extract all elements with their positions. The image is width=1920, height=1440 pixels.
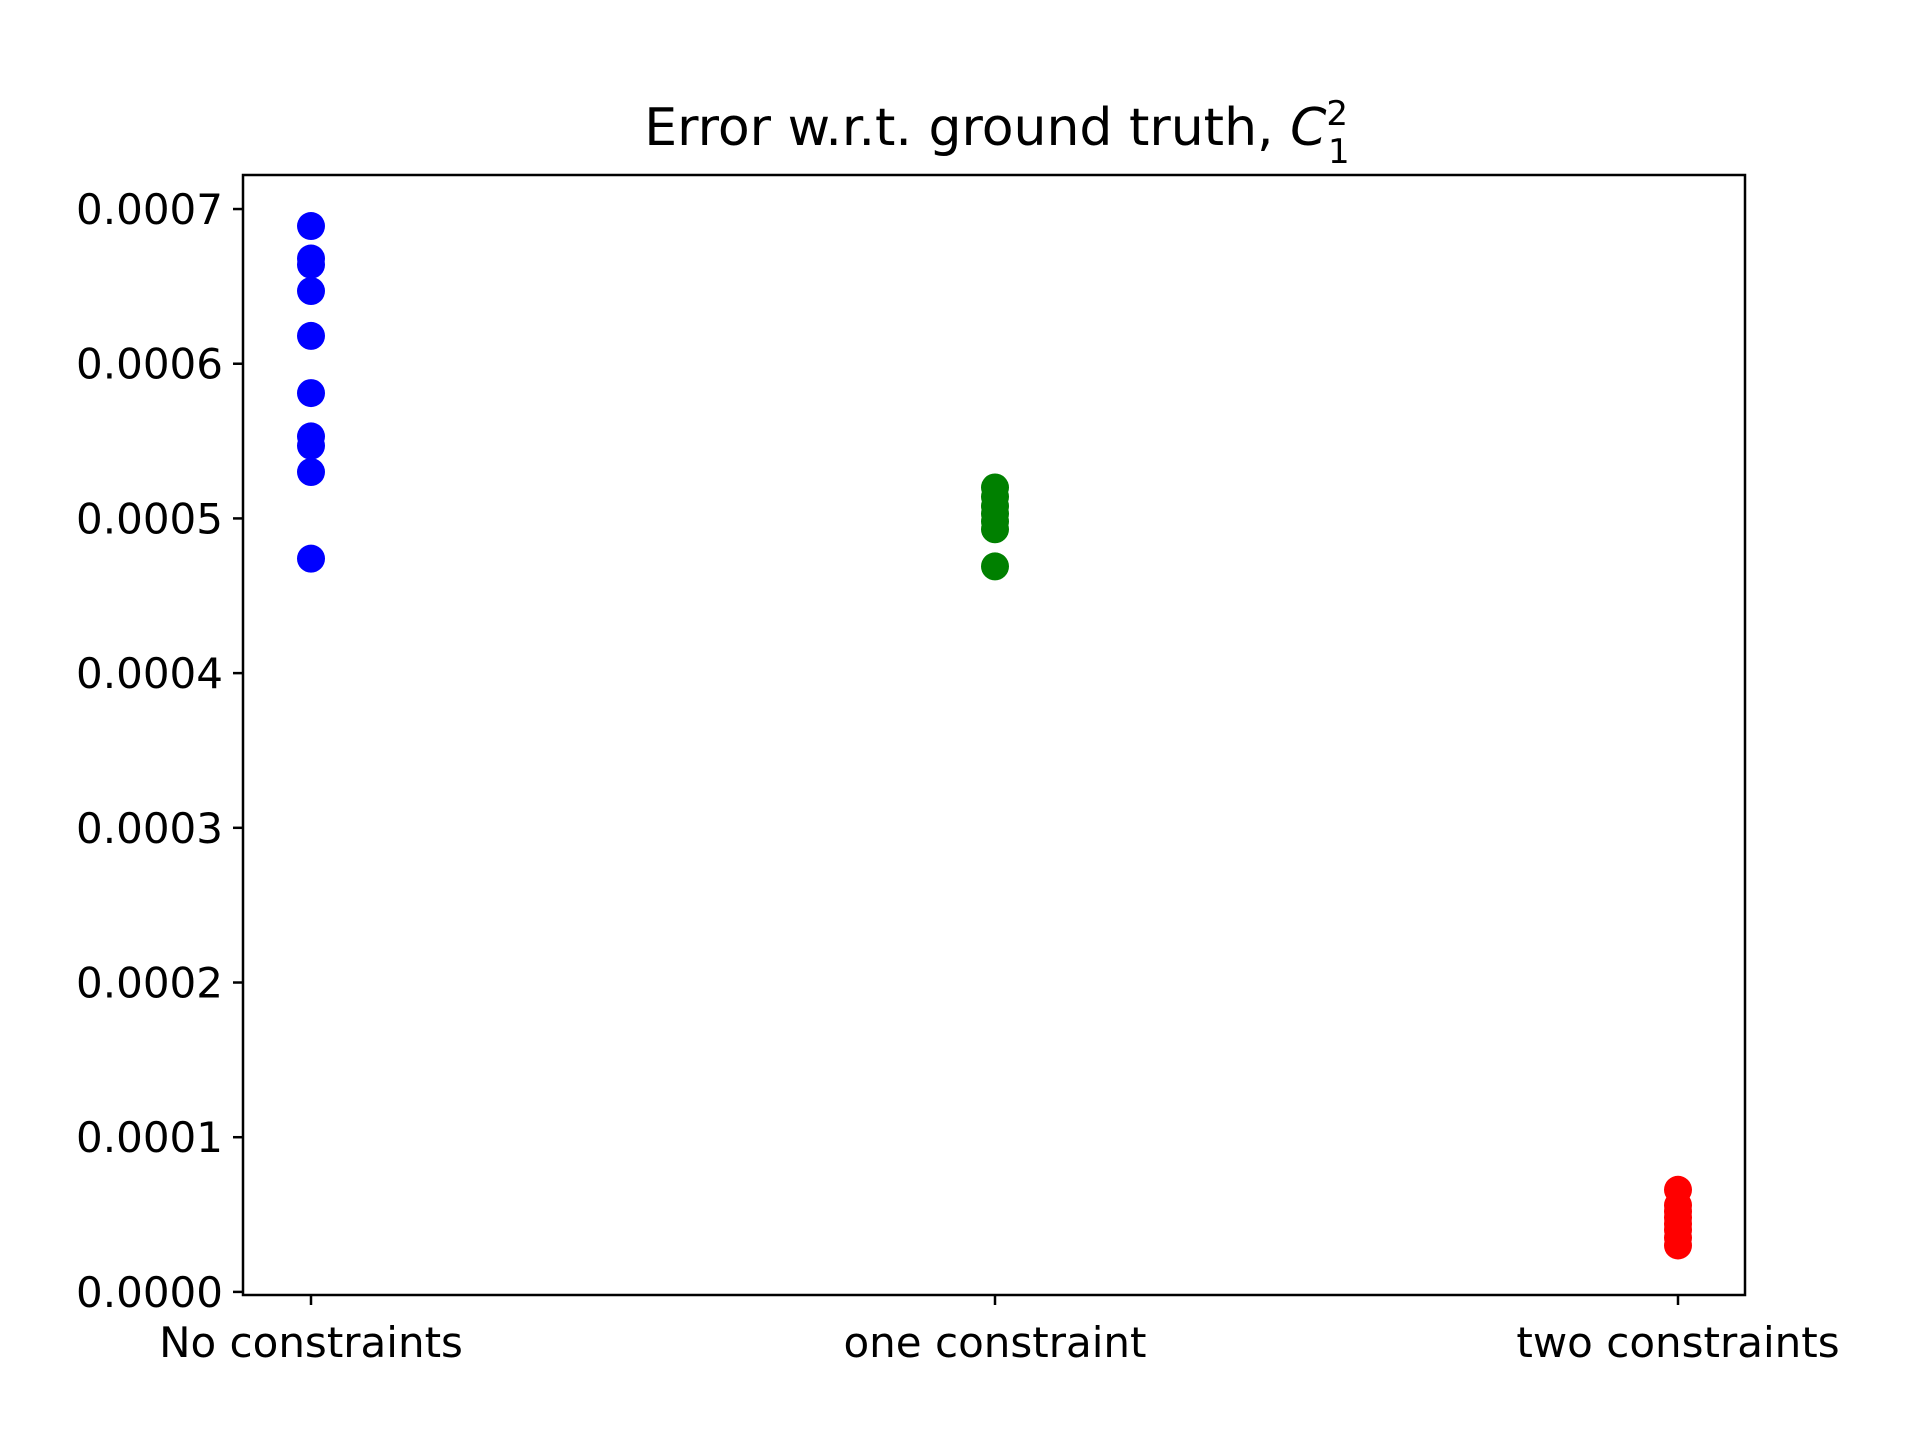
x-tick-label: No constraints — [159, 1318, 463, 1367]
plot-area — [297, 212, 1692, 1260]
data-point — [981, 552, 1009, 581]
y-tick-label: 0.0004 — [76, 649, 223, 698]
y-tick-label: 0.0001 — [76, 1113, 223, 1162]
y-tick-label: 0.0002 — [76, 959, 223, 1008]
data-point — [297, 321, 325, 350]
data-point — [297, 458, 325, 487]
y-tick-label: 0.0003 — [76, 804, 223, 853]
data-point — [981, 515, 1009, 544]
chart-title-symbol: C — [1290, 98, 1327, 158]
y-tick-label: 0.0007 — [76, 185, 223, 234]
axes: 0.0000 0.0001 0.0002 0.0003 0.0004 0.0005 0.00… — [76, 173, 1840, 1367]
data-point — [297, 379, 325, 408]
data-point — [297, 431, 325, 460]
chart-title: Error w.r.t. ground truth, C2 1 — [644, 94, 1349, 172]
data-point — [297, 544, 325, 573]
data-point — [297, 212, 325, 241]
y-tick-label: 0.0005 — [76, 494, 223, 543]
data-point — [297, 277, 325, 306]
chart-title-subscript: 1 — [1328, 132, 1350, 172]
data-point — [1664, 1231, 1692, 1260]
chart-title-superscript: 2 — [1326, 94, 1348, 134]
x-tick-label: one constraint — [843, 1318, 1146, 1367]
x-tick-label: two constraints — [1516, 1318, 1839, 1367]
y-tick-label: 0.0000 — [76, 1268, 223, 1317]
chart-title-text: Error w.r.t. ground truth, — [644, 98, 1290, 158]
y-tick-label: 0.0006 — [76, 340, 223, 389]
data-point — [297, 250, 325, 279]
